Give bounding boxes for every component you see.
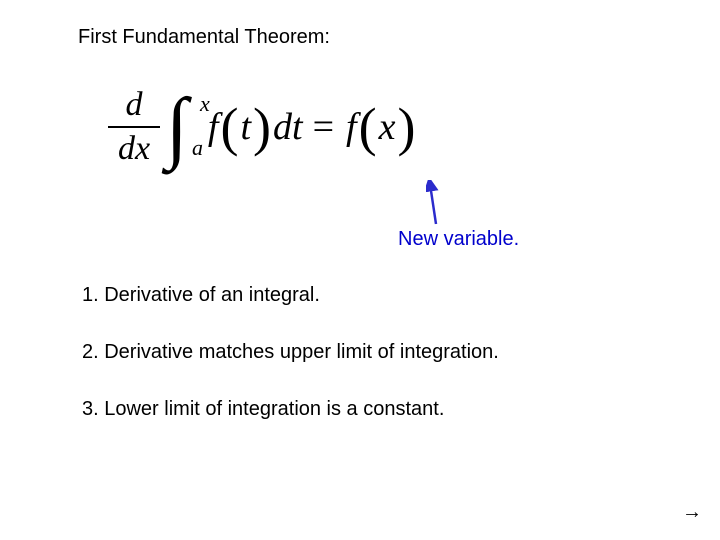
annotation-arrow-icon <box>426 180 446 230</box>
rhs-function: f ( x ) <box>344 105 415 149</box>
integrand: f ( t ) <box>206 105 271 149</box>
annotation-arrow-line <box>430 184 436 224</box>
slide-title: First Fundamental Theorem: <box>78 26 330 49</box>
integral-symbol: ∫ <box>166 87 186 167</box>
fraction-bar <box>108 126 160 128</box>
fraction-denominator: dx <box>114 132 154 166</box>
integral-lower-limit: a <box>192 135 203 161</box>
next-slide-arrow-icon[interactable]: → <box>682 501 702 524</box>
argument-rhs: x <box>377 105 398 149</box>
function-letter-rhs: f <box>344 105 359 149</box>
list-item: 2. Derivative matches upper limit of int… <box>82 341 499 364</box>
equation-container: d dx ∫ x a f ( t ) dt = f ( x ) <box>108 72 478 182</box>
differential-dt: dt <box>273 105 303 149</box>
derivative-fraction: d dx <box>108 88 160 166</box>
list-item: 3. Lower limit of integration is a const… <box>82 398 499 421</box>
fraction-numerator: d <box>122 88 147 122</box>
argument-lhs: t <box>238 105 253 149</box>
list-item: 1. Derivative of an integral. <box>82 284 499 307</box>
properties-list: 1. Derivative of an integral. 2. Derivat… <box>82 284 499 455</box>
annotation-text: New variable. <box>398 228 519 251</box>
slide: First Fundamental Theorem: d dx ∫ x a f … <box>0 0 720 540</box>
fundamental-theorem-equation: d dx ∫ x a f ( t ) dt = f ( x ) <box>108 72 478 182</box>
integral-upper-limit: x <box>200 91 210 117</box>
equals-sign: = <box>313 105 334 149</box>
integral-group: ∫ x a <box>166 87 186 167</box>
